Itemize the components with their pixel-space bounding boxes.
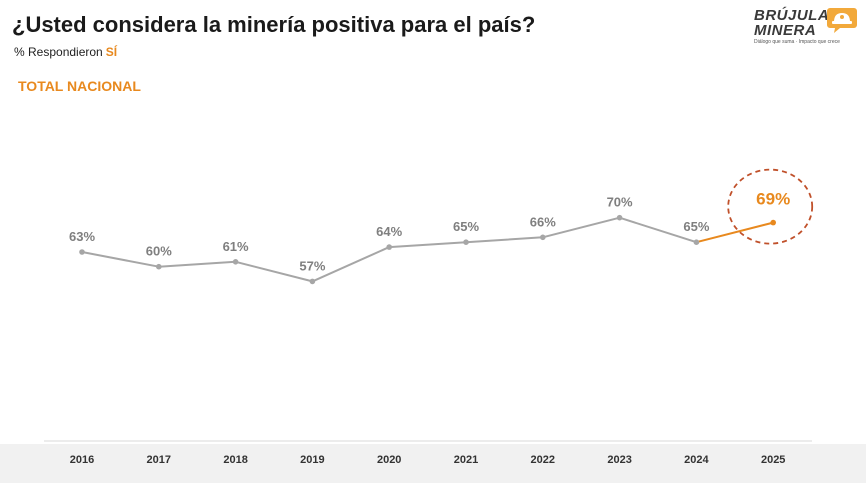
subtitle-prefix: % Respondieron: [14, 45, 103, 59]
data-point: [79, 249, 85, 255]
data-point: [386, 244, 393, 250]
logo-line-1: BRÚJULA: [754, 7, 830, 24]
data-point: [770, 219, 776, 226]
data-point: [463, 239, 469, 245]
logo-tagline: Diálogo que suma · Impacto que crece: [754, 39, 840, 45]
brand-logo: BRÚJULA MINERA Diálogo que suma · Impact…: [754, 6, 862, 50]
series-segment: [465, 236, 544, 244]
axis-band: [0, 444, 866, 483]
data-label: 66%: [530, 214, 556, 229]
series-segment: [311, 246, 391, 283]
series-segment: [157, 260, 237, 268]
data-label: 63%: [69, 229, 95, 244]
logo-line-2: MINERA: [754, 22, 817, 39]
x-tick-label: 2023: [607, 454, 631, 466]
data-label: 57%: [299, 258, 325, 273]
section-label: TOTAL NACIONAL: [18, 78, 141, 94]
x-tick-label: 2018: [223, 454, 247, 466]
data-label: 69%: [756, 190, 790, 209]
data-label: 64%: [376, 224, 402, 239]
x-tick-label: 2025: [761, 454, 785, 466]
data-point: [309, 278, 316, 285]
page-title: ¿Usted considera la minería positiva par…: [12, 12, 536, 37]
data-point: [616, 214, 623, 221]
data-label: 61%: [223, 239, 249, 254]
x-tick-label: 2020: [377, 454, 401, 466]
x-tick-label: 2016: [70, 454, 94, 466]
x-tick-label: 2022: [531, 454, 555, 466]
x-tick-label: 2024: [684, 454, 709, 466]
x-tick-label: 2019: [300, 454, 324, 466]
series-segment: [234, 260, 314, 283]
data-point: [232, 259, 239, 265]
series-segment: [81, 251, 160, 268]
miner-helmet-icon: [827, 8, 857, 33]
data-point: [693, 239, 700, 245]
x-tick-label: 2021: [454, 454, 478, 466]
x-tick-label: 2017: [147, 454, 171, 466]
data-point: [156, 263, 162, 270]
highlight-circle: [727, 168, 814, 245]
data-label: 60%: [146, 244, 172, 259]
subtitle-highlight: SÍ: [105, 45, 118, 59]
data-label: 65%: [683, 219, 709, 234]
data-label: 70%: [607, 195, 633, 210]
highlight-segment: [695, 221, 775, 244]
series-segment: [388, 241, 467, 249]
series-segment: [541, 216, 621, 239]
logo-wordmark: BRÚJULA MINERA: [754, 8, 829, 38]
data-point: [540, 234, 546, 241]
chart-subtitle: % Respondieron SÍ: [14, 45, 117, 59]
series-segment: [618, 216, 698, 244]
data-label: 65%: [453, 219, 479, 234]
